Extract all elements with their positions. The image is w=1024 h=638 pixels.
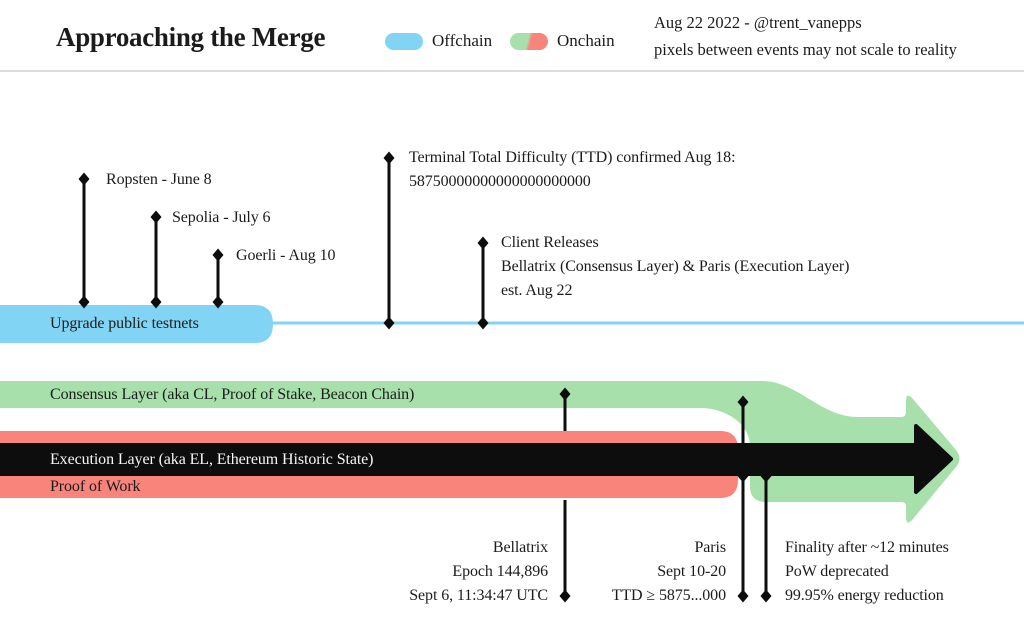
- execution-arrow: [0, 426, 951, 492]
- paris-bottom-diamond: [737, 589, 749, 603]
- paris-mid-diamond: [737, 469, 749, 483]
- offchain-legend-swatch: [385, 33, 423, 50]
- client-releases-base-diamond: [477, 316, 489, 330]
- client-releases-line-1: Client Releases: [501, 234, 599, 251]
- bellatrix-top-diamond: [559, 387, 571, 401]
- ttd-diamond: [383, 151, 395, 165]
- ttd-line-2: 58750000000000000000000: [409, 173, 591, 190]
- paris-top-diamond: [737, 395, 749, 409]
- paris-line-2: Sept 10-20: [657, 563, 726, 580]
- paris-line-3: TTD ≥ 5875...000: [611, 587, 726, 604]
- bellatrix-line-2: Epoch 144,896: [452, 563, 548, 580]
- header: Approaching the Merge Offchain Onchain A…: [0, 0, 1024, 72]
- onchain-legend-swatch: [510, 33, 548, 50]
- sepolia-base-diamond: [150, 295, 162, 309]
- merge-result-line-2: PoW deprecated: [785, 563, 889, 580]
- merge-result-line-3: 99.95% energy reduction: [785, 587, 944, 604]
- client-releases-diamond: [477, 236, 489, 250]
- testnets-band: [0, 305, 273, 343]
- finality-bottom-diamond: [760, 589, 772, 603]
- ropsten-base-diamond: [78, 295, 90, 309]
- paris-line-1: Paris: [694, 539, 726, 556]
- consensus-band-label: Consensus Layer (aka CL, Proof of Stake,…: [50, 386, 415, 403]
- goerli-base-diamond: [212, 295, 224, 309]
- execution-arrow-outline: [0, 424, 953, 494]
- goerli-diamond: [212, 248, 224, 262]
- ttd-line-1: Terminal Total Difficulty (TTD) confirme…: [409, 149, 736, 166]
- event-diamonds: [78, 151, 772, 603]
- credit-note: Aug 22 2022 - @trent_vanepps pixels betw…: [654, 9, 957, 63]
- credit-line-1: Aug 22 2022 - @trent_vanepps: [654, 13, 862, 32]
- merge-result-line-1: Finality after ~12 minutes: [785, 539, 949, 556]
- bellatrix-bottom-diamond: [559, 589, 571, 603]
- client-releases-line-3: est. Aug 22: [501, 282, 573, 299]
- ttd-annotation: Terminal Total Difficulty (TTD) confirme…: [409, 146, 736, 194]
- paris-annotation: Paris Sept 10-20 TTD ≥ 5875...000: [612, 536, 726, 608]
- goerli-label: Goerli - Aug 10: [236, 247, 336, 264]
- ropsten-label: Ropsten - June 8: [106, 171, 212, 188]
- onchain-legend-label: Onchain: [557, 31, 615, 50]
- finality-top-diamond: [760, 469, 772, 483]
- testnets-band-label: Upgrade public testnets: [50, 315, 199, 332]
- page-title: Approaching the Merge: [56, 22, 326, 52]
- merge-result-annotation: Finality after ~12 minutes PoW deprecate…: [785, 536, 949, 608]
- sepolia-diamond: [150, 210, 162, 224]
- bellatrix-line-3: Sept 6, 11:34:47 UTC: [409, 587, 548, 604]
- execution-band-label: Execution Layer (aka EL, Ethereum Histor…: [50, 451, 374, 468]
- ttd-base-diamond: [383, 316, 395, 330]
- client-releases-line-2: Bellatrix (Consensus Layer) & Paris (Exe…: [501, 258, 850, 275]
- ropsten-diamond: [78, 172, 90, 186]
- bellatrix-annotation: Bellatrix Epoch 144,896 Sept 6, 11:34:47…: [409, 536, 548, 608]
- client-releases-annotation: Client Releases Bellatrix (Consensus Lay…: [501, 231, 849, 303]
- event-stems: [82, 158, 768, 597]
- bellatrix-line-1: Bellatrix: [492, 539, 548, 556]
- offchain-legend-label: Offchain: [432, 31, 493, 50]
- sepolia-label: Sepolia - July 6: [172, 209, 271, 226]
- pow-band-label: Proof of Work: [50, 478, 141, 495]
- credit-line-2: pixels between events may not scale to r…: [654, 40, 957, 59]
